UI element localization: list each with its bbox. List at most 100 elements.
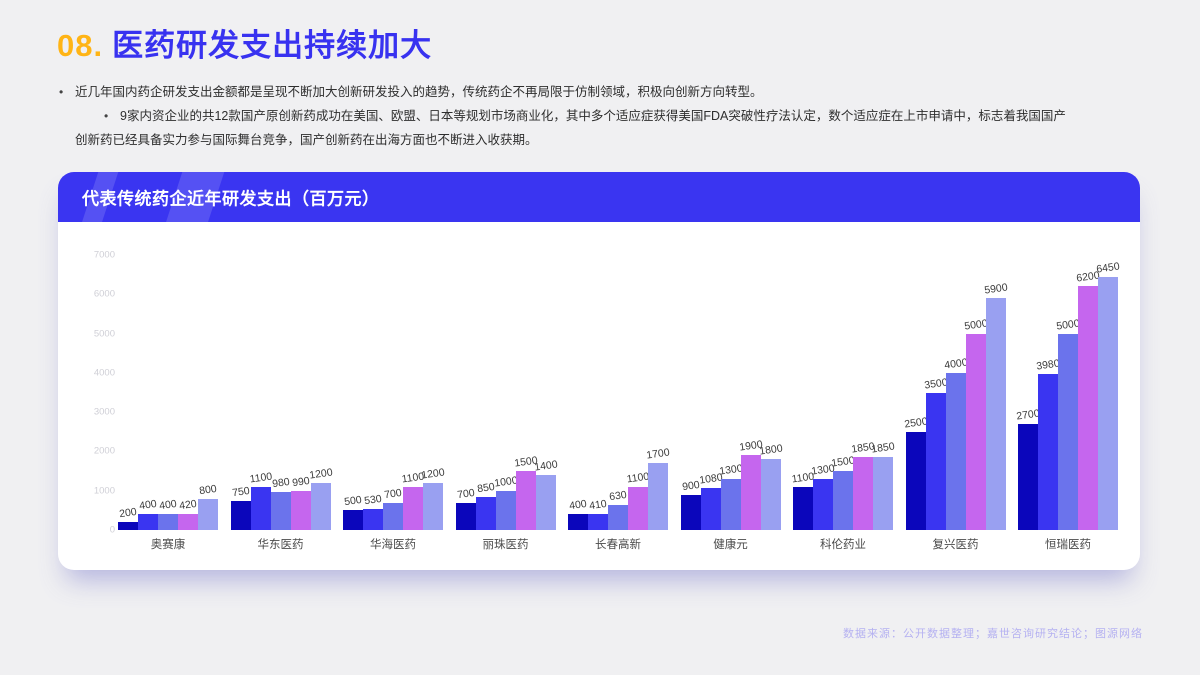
bar-value-label: 530 <box>363 493 383 508</box>
y-axis-tick-label: 6000 <box>93 288 115 300</box>
bullet-list: 近几年国内药企研发支出金额都是呈现不断加大创新研发投入的趋势，传统药企不再局限于… <box>57 80 1067 152</box>
bar <box>363 509 383 530</box>
bar <box>403 486 423 530</box>
category-label: 奥赛康 <box>150 539 186 551</box>
bar <box>535 475 556 530</box>
bar <box>1058 333 1078 530</box>
bar <box>343 510 363 530</box>
bar <box>925 392 946 530</box>
bar <box>905 431 926 530</box>
bar <box>945 372 966 530</box>
bar <box>588 513 608 530</box>
bar-value-label: 1100 <box>248 470 273 486</box>
category-label: 恒瑞医药 <box>1045 539 1091 551</box>
bar <box>383 502 403 530</box>
bar <box>720 478 741 530</box>
bar <box>833 471 853 530</box>
bar-value-label: 700 <box>383 486 403 501</box>
bar-value-label: 5000 <box>1055 316 1081 333</box>
bar-value-label: 3500 <box>923 375 948 392</box>
bar <box>290 491 311 530</box>
bar-value-label: 1300 <box>718 462 743 478</box>
bar <box>813 478 833 530</box>
section-title: 医药研发支出持续加大 <box>112 28 433 63</box>
bar-value-label: 980 <box>270 475 291 490</box>
bar-value-label: 1500 <box>830 454 856 470</box>
bar <box>628 486 648 530</box>
bar-value-label: 1700 <box>645 446 671 462</box>
bar <box>873 457 893 530</box>
bar <box>568 514 588 530</box>
bar-value-label: 800 <box>198 482 218 497</box>
bar-value-label: 200 <box>118 505 138 521</box>
bar <box>853 457 873 530</box>
bar-value-label: 5000 <box>963 316 988 333</box>
bar-value-label: 400 <box>568 498 588 513</box>
y-axis-tick-label: 7000 <box>93 249 115 261</box>
bar-value-label: 3980 <box>1035 357 1061 373</box>
y-axis-tick-label: 5000 <box>93 328 115 340</box>
bar-value-label: 850 <box>475 480 496 495</box>
bar <box>178 513 198 530</box>
bar <box>1038 373 1058 530</box>
bar <box>700 487 721 530</box>
bullet-item: 近几年国内药企研发支出金额都是呈现不断加大创新研发投入的趋势，传统药企不再局限于… <box>57 80 1067 104</box>
category-label: 健康元 <box>713 539 748 551</box>
category-label: 华海医药 <box>370 539 416 551</box>
bar <box>608 505 628 530</box>
bar-value-label: 4000 <box>943 356 968 372</box>
bar <box>1078 286 1098 530</box>
bar <box>310 482 331 530</box>
bar <box>740 455 761 530</box>
bar <box>158 514 178 530</box>
bar-value-label: 1400 <box>533 458 558 474</box>
y-axis-tick-label: 1000 <box>93 485 115 497</box>
section-number: 08. <box>57 28 104 63</box>
bar <box>455 502 476 530</box>
chart-card: 代表传统药企近年研发支出（百万元） 0 1000 2000 3000 4000 5000 6… <box>58 172 1140 570</box>
bar-value-label: 750 <box>230 484 251 499</box>
bar <box>230 500 251 530</box>
bar <box>138 514 158 530</box>
bar <box>475 496 496 530</box>
category-label: 长春高新 <box>595 539 641 551</box>
y-axis-tick-label: 2000 <box>93 445 115 457</box>
category-label: 科伦药业 <box>820 539 866 551</box>
y-axis-tick-label: 4000 <box>93 367 115 379</box>
category-label: 华东医药 <box>257 539 304 551</box>
bar <box>423 482 443 530</box>
bar <box>793 486 813 530</box>
bar-value-label: 1200 <box>308 466 333 482</box>
data-source-note: 数据来源：公开数据整理；嘉世咨询研究结论；图源网络 <box>843 628 1143 640</box>
bar-value-label: 420 <box>178 497 198 512</box>
bar-value-label: 2700 <box>1015 407 1041 423</box>
category-label: 复兴医药 <box>932 539 979 551</box>
bullet-item: 9家内资企业的共12款国产原创新药成功在美国、欧盟、日本等规划市场商业化，其中多… <box>57 104 1067 152</box>
bar <box>515 471 536 530</box>
bar-value-label: 2500 <box>903 415 928 431</box>
chart-card-header: 代表传统药企近年研发支出（百万元） <box>58 172 1140 222</box>
bar <box>985 298 1006 530</box>
bar-value-label: 1000 <box>493 474 518 490</box>
bar-value-label: 5900 <box>983 281 1008 297</box>
bar <box>1018 423 1038 530</box>
bar-value-label: 410 <box>588 497 608 513</box>
category-label: 丽珠医药 <box>482 539 529 551</box>
y-axis-tick-label: 0 <box>109 524 115 536</box>
bar-value-label: 500 <box>343 494 363 509</box>
bar <box>760 459 781 530</box>
bar <box>495 490 516 530</box>
bar-value-label: 400 <box>158 498 178 513</box>
bar-value-label: 1850 <box>870 440 896 456</box>
bar <box>1098 276 1118 530</box>
bar <box>965 333 986 530</box>
bar-value-label: 1800 <box>758 442 783 458</box>
page-title: 08. 医药研发支出持续加大 <box>57 20 432 65</box>
bar <box>118 522 138 530</box>
bar <box>648 463 668 530</box>
bar-value-label: 900 <box>680 478 701 493</box>
bar <box>680 494 701 530</box>
bar <box>270 491 291 530</box>
bar-value-label: 630 <box>608 489 628 504</box>
bar-value-label: 1200 <box>420 466 446 482</box>
